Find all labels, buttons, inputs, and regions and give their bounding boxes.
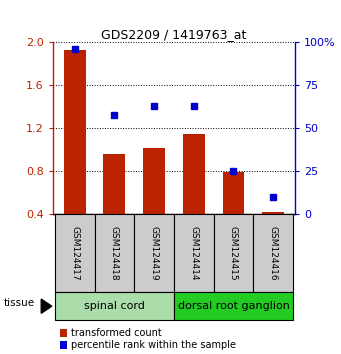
Bar (223, 172, 244, 214)
Bar (174, 214, 213, 292)
Bar (55, 292, 174, 320)
Bar (183, 134, 205, 214)
Text: GSM124416: GSM124416 (269, 226, 278, 280)
Bar (134, 214, 174, 292)
Text: transformed count: transformed count (71, 328, 161, 338)
Text: GSM124417: GSM124417 (70, 226, 79, 280)
Bar (103, 154, 125, 214)
Bar (174, 292, 293, 320)
Bar (262, 212, 284, 214)
Bar (143, 148, 165, 214)
Bar (213, 214, 253, 292)
Bar (94, 214, 134, 292)
Text: GSM124418: GSM124418 (110, 226, 119, 280)
Title: GDS2209 / 1419763_at: GDS2209 / 1419763_at (101, 28, 247, 41)
Text: GSM124419: GSM124419 (150, 226, 159, 280)
Text: dorsal root ganglion: dorsal root ganglion (178, 301, 290, 311)
Bar (55, 214, 94, 292)
Bar (64, 50, 86, 214)
Polygon shape (41, 299, 52, 313)
Text: GSM124414: GSM124414 (189, 226, 198, 280)
Text: tissue: tissue (3, 298, 34, 308)
Text: spinal cord: spinal cord (84, 301, 145, 311)
Text: percentile rank within the sample: percentile rank within the sample (71, 340, 236, 350)
Bar (253, 214, 293, 292)
Text: GSM124415: GSM124415 (229, 226, 238, 280)
